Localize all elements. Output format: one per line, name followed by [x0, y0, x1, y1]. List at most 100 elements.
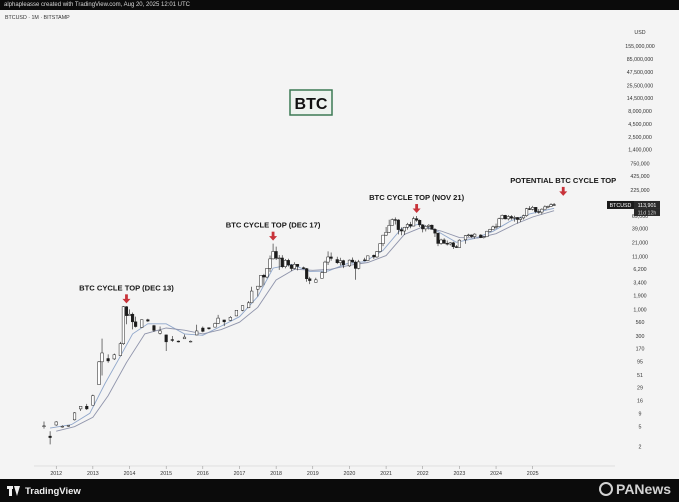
annotation-label: BTC CYCLE TOP (NOV 21)	[369, 193, 465, 202]
candle	[494, 223, 498, 229]
candle	[280, 255, 284, 269]
candle	[445, 240, 449, 246]
candle-body	[482, 236, 486, 238]
candle	[515, 217, 519, 224]
candle-body	[497, 218, 501, 227]
candle-body	[357, 261, 361, 269]
candle	[534, 207, 538, 214]
candle	[42, 421, 46, 429]
y-tick-label: 4,500,000	[628, 122, 652, 128]
candle-body	[195, 330, 199, 336]
btc-badge: BTC	[289, 89, 333, 116]
candle-body	[479, 234, 483, 238]
ma-line-1	[50, 207, 555, 429]
chart-panel[interactable]: BTCUSD · 1M · BITSTAMP BTC USD 155,000,00…	[0, 10, 679, 479]
candle	[448, 242, 452, 246]
candle-body	[366, 255, 370, 261]
candle-body	[170, 339, 174, 341]
candle	[552, 203, 556, 206]
candle-body	[540, 208, 544, 213]
candle	[470, 234, 474, 238]
candle-body	[341, 260, 345, 266]
y-tick-label: 300	[636, 334, 645, 340]
candle	[546, 205, 550, 209]
candle-body	[189, 340, 193, 343]
x-tick-label: 2015	[160, 471, 172, 477]
btc-chart[interactable]: BTCUSD · 1M · BITSTAMP BTC USD 155,000,00…	[0, 10, 679, 479]
x-tick-label: 2019	[307, 471, 319, 477]
candle	[479, 234, 483, 239]
candle-body	[91, 395, 95, 406]
candle	[308, 276, 312, 285]
candle	[124, 306, 129, 325]
candle	[134, 316, 138, 328]
candle-body	[72, 412, 77, 421]
candle-body	[292, 264, 297, 269]
candle	[463, 234, 468, 244]
candle	[164, 334, 168, 351]
annotation-label: BTC CYCLE TOP (DEC 13)	[79, 283, 174, 292]
candle	[60, 425, 64, 428]
candle-body	[518, 217, 523, 220]
candle-body	[240, 305, 245, 311]
candle-body	[454, 246, 458, 248]
candle-body	[283, 260, 287, 267]
x-tick-label: 2021	[380, 471, 392, 477]
candle-body	[512, 217, 516, 219]
candle-body	[118, 343, 122, 356]
candle-body	[124, 306, 129, 316]
candle-body	[216, 317, 220, 324]
candle-body	[485, 230, 489, 238]
candle-body	[54, 421, 58, 426]
candle	[320, 271, 324, 279]
candle	[152, 324, 156, 332]
candle-body	[421, 224, 425, 230]
candle-body	[274, 251, 278, 259]
candle	[387, 219, 391, 233]
candle	[326, 251, 330, 265]
candle-body	[234, 310, 238, 317]
candle	[91, 394, 95, 406]
candle-body	[112, 354, 116, 360]
candle	[213, 322, 217, 328]
candle	[207, 327, 211, 330]
candle	[381, 234, 385, 247]
x-tick-label: 2012	[50, 471, 62, 477]
candle	[540, 208, 544, 215]
candle-body	[323, 261, 327, 273]
candle-body	[378, 243, 382, 252]
candle	[549, 203, 553, 207]
candle-body	[66, 425, 70, 427]
candle	[182, 334, 187, 340]
candle	[146, 318, 150, 322]
tradingview-logo-icon	[7, 486, 21, 496]
y-tick-label: 11,000	[632, 255, 648, 261]
y-tick-label: 560	[636, 320, 645, 326]
candle-body	[506, 216, 510, 220]
candle-body	[503, 215, 507, 220]
y-tick-label: 29	[637, 386, 643, 392]
candle-body	[289, 264, 293, 269]
candle	[451, 241, 455, 249]
candle	[283, 259, 287, 269]
y-tick-label: 425,000	[630, 174, 649, 180]
candle-body	[488, 229, 492, 232]
candle-body	[127, 313, 132, 316]
candle	[521, 214, 526, 220]
candle	[302, 266, 306, 270]
candle	[399, 227, 403, 236]
watermark-text: PANews	[616, 481, 671, 497]
candle-body	[259, 275, 263, 287]
candle-body	[131, 313, 135, 323]
tradingview-logo[interactable]: TradingView	[7, 484, 81, 498]
candle	[500, 214, 504, 220]
x-tick-label: 2025	[527, 471, 539, 477]
arrow-head	[412, 208, 421, 214]
y-tick-label: 69,000	[632, 214, 648, 220]
x-tick-label: 2013	[87, 471, 99, 477]
candle	[228, 316, 232, 321]
candle-body	[402, 226, 406, 232]
candle-body	[350, 259, 355, 263]
